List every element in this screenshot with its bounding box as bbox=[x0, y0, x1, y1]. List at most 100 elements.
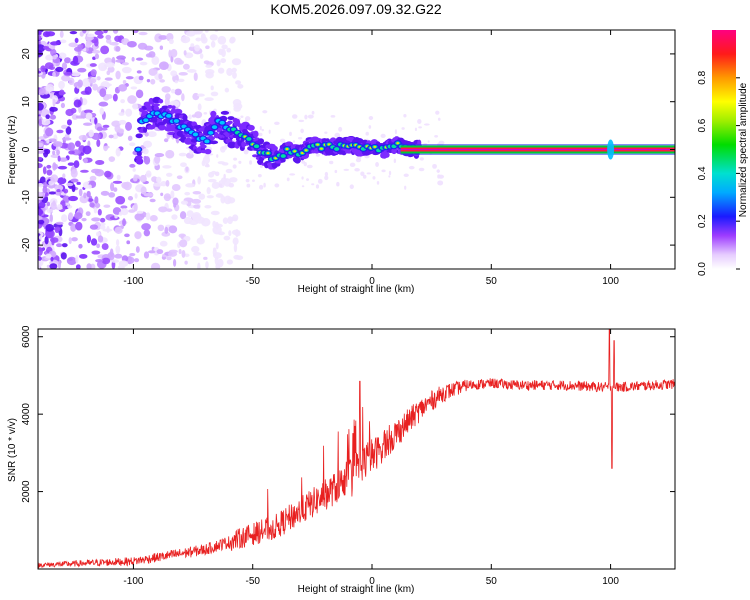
spectrogram-y-ticks: -20 -10 0 10 20 bbox=[21, 48, 675, 252]
noise-blob bbox=[50, 48, 57, 57]
noise-blob bbox=[91, 250, 101, 255]
ridge-energy bbox=[143, 127, 148, 133]
ridge-core bbox=[143, 118, 149, 123]
noise-blob bbox=[200, 36, 208, 44]
noise-blob bbox=[46, 208, 54, 214]
noise-blob bbox=[193, 204, 201, 209]
noise-blob bbox=[44, 148, 51, 155]
noise-blob bbox=[362, 174, 367, 179]
noise-blob bbox=[108, 156, 116, 162]
noise-blob bbox=[135, 89, 144, 99]
noise-blob bbox=[60, 252, 67, 260]
noise-blob bbox=[120, 99, 126, 104]
noise-blob bbox=[258, 132, 263, 137]
noise-blob bbox=[148, 51, 156, 58]
noise-blob bbox=[114, 253, 123, 259]
noise-blob bbox=[204, 30, 209, 33]
noise-blob bbox=[52, 98, 56, 107]
noise-blob bbox=[279, 138, 286, 143]
snr-series-line bbox=[38, 329, 675, 569]
noise-blob bbox=[217, 35, 227, 45]
ridge-energy bbox=[227, 116, 235, 121]
noise-blob bbox=[86, 234, 92, 244]
noise-blob bbox=[54, 226, 61, 232]
noise-blob bbox=[184, 191, 191, 196]
noise-blob bbox=[235, 255, 244, 261]
noise-blob bbox=[349, 184, 354, 190]
noise-blob bbox=[59, 30, 64, 38]
noise-blob bbox=[85, 40, 92, 48]
noise-blob bbox=[155, 176, 162, 184]
noise-blob bbox=[160, 192, 164, 197]
colorbar-tick-label: 0.2 bbox=[697, 214, 708, 228]
ridge-peak bbox=[266, 152, 270, 155]
noise-blob bbox=[84, 86, 92, 95]
ridge-core bbox=[246, 137, 252, 141]
noise-blob bbox=[82, 145, 92, 155]
noise-blob bbox=[170, 48, 178, 58]
ridge-core bbox=[166, 113, 172, 118]
noise-blob bbox=[438, 174, 445, 179]
noise-blob bbox=[311, 183, 315, 186]
noise-blob bbox=[52, 162, 57, 171]
x-tick-label: 50 bbox=[486, 576, 498, 587]
noise-blob bbox=[161, 231, 171, 237]
x-tick-label: -50 bbox=[245, 576, 260, 587]
noise-blob bbox=[209, 34, 218, 41]
noise-blob bbox=[89, 175, 97, 181]
noise-blob bbox=[92, 49, 101, 54]
noise-blob bbox=[211, 181, 220, 190]
noise-blob bbox=[57, 165, 68, 170]
noise-blob bbox=[132, 176, 138, 182]
noise-blob bbox=[109, 41, 119, 46]
noise-blob bbox=[99, 217, 106, 223]
noise-blob bbox=[74, 212, 83, 220]
noise-blob bbox=[212, 220, 217, 228]
noise-blob bbox=[220, 58, 227, 64]
noise-blob bbox=[380, 133, 386, 139]
ridge-peak bbox=[285, 148, 289, 151]
noise-blob bbox=[238, 160, 242, 164]
noise-blob bbox=[38, 70, 42, 74]
ridge-energy bbox=[158, 98, 164, 104]
noise-blob bbox=[65, 126, 72, 135]
ridge-core bbox=[173, 119, 179, 123]
noise-blob bbox=[289, 173, 296, 176]
x-tick-label: 0 bbox=[369, 576, 375, 587]
noise-blob bbox=[130, 86, 138, 90]
noise-blob bbox=[303, 162, 307, 167]
noise-blob bbox=[243, 149, 249, 155]
noise-blob bbox=[197, 262, 201, 269]
spike-blob bbox=[607, 139, 615, 160]
noise-blob bbox=[193, 72, 198, 82]
noise-blob bbox=[226, 67, 233, 76]
ridge-energy bbox=[209, 140, 219, 145]
noise-blob bbox=[349, 162, 356, 168]
noise-blob bbox=[38, 235, 43, 240]
noise-blob bbox=[141, 223, 151, 231]
noise-blob bbox=[311, 110, 315, 115]
noise-blob bbox=[146, 78, 151, 83]
noise-blob bbox=[182, 63, 190, 70]
ridge-energy bbox=[174, 108, 183, 115]
noise-blob bbox=[170, 70, 178, 77]
noise-blob bbox=[154, 152, 165, 158]
noise-blob bbox=[354, 167, 360, 172]
noise-blob bbox=[101, 243, 109, 250]
snr-x-ticks: -100 -50 0 50 100 bbox=[123, 329, 619, 587]
noise-blob bbox=[161, 86, 171, 93]
noise-blob bbox=[96, 76, 101, 81]
y-tick-label: 10 bbox=[21, 96, 32, 108]
noise-blob bbox=[112, 133, 119, 140]
noise-blob bbox=[129, 252, 136, 257]
noise-blob bbox=[197, 176, 201, 185]
noise-blob bbox=[159, 45, 164, 50]
noise-blob bbox=[222, 217, 229, 225]
noise-blob bbox=[38, 255, 42, 262]
noise-blob bbox=[73, 160, 80, 168]
noise-blob bbox=[306, 178, 310, 182]
noise-blob bbox=[40, 65, 46, 73]
colorbar-gradient bbox=[712, 30, 736, 269]
noise-blob bbox=[214, 171, 220, 177]
noise-blob bbox=[225, 168, 233, 174]
